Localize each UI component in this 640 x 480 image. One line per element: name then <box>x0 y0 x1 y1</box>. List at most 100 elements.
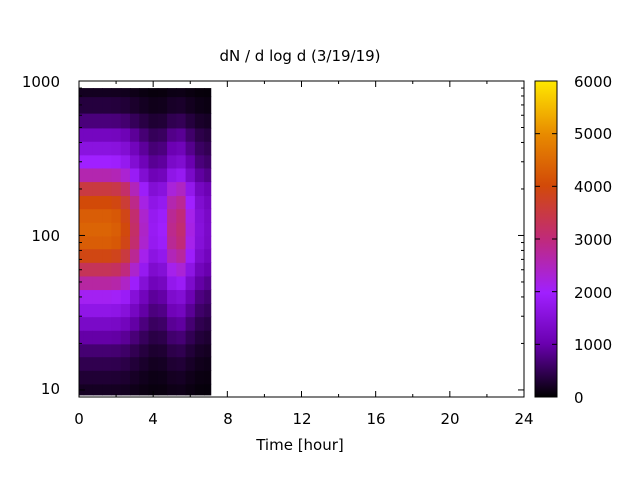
heatmap-cell <box>120 113 131 129</box>
heatmap-cell <box>79 275 85 291</box>
heatmap-cell <box>185 383 196 396</box>
heatmap-cell <box>92 141 103 156</box>
heatmap-cell <box>204 356 212 371</box>
heatmap-cell <box>139 289 150 304</box>
heatmap-cell <box>185 330 196 345</box>
heatmap-cell <box>129 235 140 250</box>
heatmap-cell <box>139 330 150 345</box>
heatmap-cell <box>129 127 140 142</box>
heatmap-cell <box>83 181 94 197</box>
heatmap-cell <box>204 208 212 223</box>
heatmap-cell <box>120 316 131 331</box>
heatmap-cell <box>129 96 140 114</box>
heatmap-cell <box>102 195 113 210</box>
heatmap-cell <box>176 303 187 318</box>
heatmap-cell <box>176 113 187 129</box>
heatmap-cell <box>185 222 196 237</box>
heatmap-cell <box>83 235 94 250</box>
heatmap-cell <box>139 154 150 169</box>
heatmap-cell <box>83 248 94 263</box>
heatmap-cell <box>139 248 150 263</box>
heatmap-cell <box>129 181 140 197</box>
heatmap-cell <box>139 383 150 396</box>
colorbar-tick-label: 6000 <box>574 73 612 91</box>
heatmap-cell <box>194 113 205 129</box>
heatmap-cell <box>111 195 122 210</box>
heatmap-cell <box>92 330 103 345</box>
heatmap-cell <box>83 262 94 277</box>
heatmap-cell <box>79 222 85 237</box>
heatmap-cell <box>194 248 205 263</box>
heatmap-cell <box>120 167 131 183</box>
heatmap-cell <box>139 113 150 129</box>
heatmap-cell <box>92 289 103 304</box>
heatmap-cell <box>204 370 212 385</box>
heatmap-cell <box>83 195 94 210</box>
heatmap-cell <box>139 195 150 210</box>
heatmap-cell <box>167 96 177 114</box>
heatmap-cell <box>111 181 122 197</box>
heatmap-cell <box>148 370 159 385</box>
heatmap-cell <box>102 248 113 263</box>
heatmap-cell <box>204 303 212 318</box>
heatmap-cell <box>102 96 113 114</box>
heatmap-cell <box>120 127 131 142</box>
heatmap-cell <box>111 141 122 156</box>
heatmap-cell <box>194 96 205 114</box>
heatmap-cell <box>120 88 131 98</box>
heatmap-cell <box>83 356 94 371</box>
heatmap-cell <box>185 167 196 183</box>
heatmap-cell <box>120 383 131 396</box>
heatmap-cell <box>102 383 113 396</box>
heatmap-cell <box>92 262 103 277</box>
heatmap-cell <box>129 195 140 210</box>
heatmap-cell <box>83 127 94 142</box>
heatmap-cell <box>120 222 131 237</box>
heatmap-cell <box>102 222 113 237</box>
x-tick-label: 8 <box>223 410 233 428</box>
heatmap-cell <box>194 303 205 318</box>
heatmap-cell <box>176 370 187 385</box>
heatmap-cell <box>204 330 212 345</box>
heatmap-cell <box>167 208 177 223</box>
heatmap-cell <box>120 96 131 114</box>
heatmap-cell <box>167 195 177 210</box>
heatmap-cell <box>102 316 113 331</box>
heatmap-cell <box>139 262 150 277</box>
heatmap-cell <box>167 356 177 371</box>
heatmap-cell <box>148 181 159 197</box>
heatmap-cell <box>83 88 94 98</box>
heatmap-cell <box>83 208 94 223</box>
heatmap-cell <box>157 113 168 129</box>
heatmap-cell <box>139 96 150 114</box>
x-axis-label: Time [hour] <box>255 436 344 454</box>
heatmap-cell <box>176 343 187 358</box>
heatmap-cell <box>129 262 140 277</box>
x-tick-label: 20 <box>440 410 459 428</box>
heatmap-cell <box>148 316 159 331</box>
heatmap-cell <box>157 262 168 277</box>
heatmap-cell <box>148 127 159 142</box>
heatmap-cell <box>129 208 140 223</box>
heatmap-cell <box>79 316 85 331</box>
heatmap-cell <box>83 343 94 358</box>
heatmap-cell <box>139 88 150 98</box>
heatmap-cell <box>157 154 168 169</box>
heatmap-cell <box>204 113 212 129</box>
heatmap-cell <box>129 383 140 396</box>
heatmap-cell <box>92 113 103 129</box>
heatmap-cell <box>185 208 196 223</box>
heatmap-cell <box>176 330 187 345</box>
heatmap-cell <box>92 356 103 371</box>
heatmap-cell <box>120 356 131 371</box>
heatmap-cell <box>111 235 122 250</box>
heatmap-cell <box>185 127 196 142</box>
heatmap-cell <box>148 195 159 210</box>
heatmap-cell <box>111 383 122 396</box>
heatmap-cell <box>167 289 177 304</box>
heatmap-cell <box>148 208 159 223</box>
heatmap-cell <box>111 88 122 98</box>
heatmap-cell <box>129 303 140 318</box>
heatmap-cell <box>102 208 113 223</box>
heatmap-cell <box>194 316 205 331</box>
